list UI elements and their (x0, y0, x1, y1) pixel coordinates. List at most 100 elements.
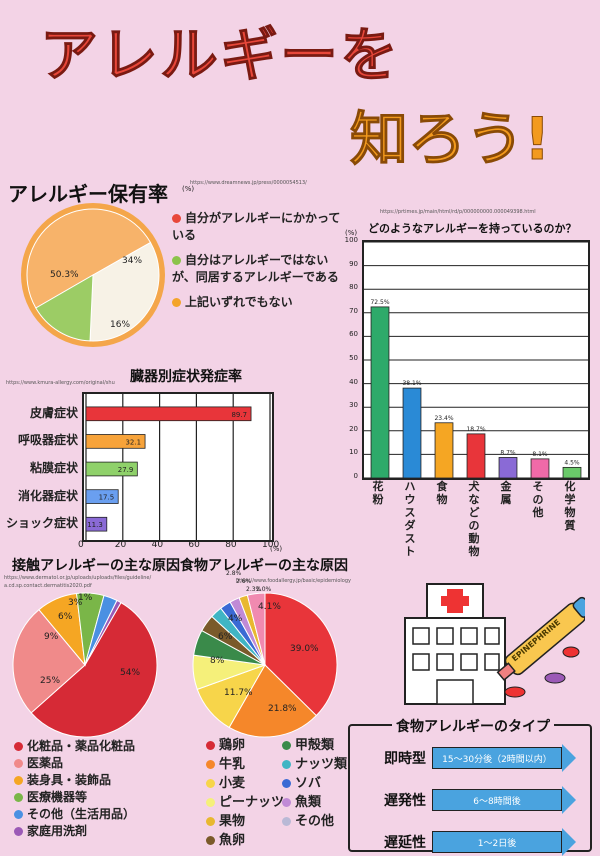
prevalence-legend-label-2: 上記いずれでもない (185, 295, 293, 309)
types-tick-1: 10 (349, 448, 358, 457)
prevalence-legend-dot-1 (172, 256, 181, 265)
food-slice-label-9: 2.0% (256, 586, 272, 593)
organ-tick-3: 60 (188, 540, 200, 550)
foodtypes-row-label-1: 遅発性 (384, 793, 426, 809)
food-legend-label-1: 牛乳 (219, 757, 246, 772)
foodtypes-row-value-1: 6〜8時間後 (432, 789, 562, 811)
types-category-5: その他 (532, 480, 544, 519)
types-tick-8: 80 (349, 283, 358, 292)
prevalence-heading: アレルギー保有率 (8, 182, 168, 206)
types-unit: (%) (345, 229, 358, 237)
food-legend-dot-7 (282, 760, 291, 769)
prevalence-slice-label-2: 16% (110, 320, 131, 330)
food-url: https://www.foodallergy.jp/basic/epidemi… (236, 578, 351, 584)
types-url: https://prtimes.jp/main/html/rd/p/000000… (380, 209, 536, 215)
food-legend-left: 鶏卵 牛乳 小麦 ピーナッツ 果物 魚卵 (206, 736, 284, 850)
organ-value-label-4: 11.3 (87, 521, 103, 529)
types-bar-3 (466, 433, 486, 479)
prevalence-slice-label-1: 34% (122, 256, 143, 266)
types-value-label-4: 8.7% (500, 449, 516, 456)
pill-icons (504, 646, 580, 698)
prevalence-pie (21, 203, 165, 347)
organ-value-label-3: 17.5 (99, 494, 115, 502)
food-slice-label-1: 21.8% (268, 704, 297, 714)
food-legend-label-3: ピーナッツ (219, 795, 285, 810)
prevalence-legend-label-0: 自分がアレルギーにかかっている (172, 211, 341, 242)
food-legend-dot-10 (282, 817, 291, 826)
prevalence-slice-1 (89, 241, 160, 342)
prevalence-unit: (%) (182, 185, 195, 193)
organ-value-label-2: 27.9 (118, 466, 134, 474)
contact-legend-dot-4 (14, 810, 23, 819)
food-legend-dot-4 (206, 817, 215, 826)
organ-bar-label-3: 消化器症状 (17, 488, 78, 503)
prevalence-legend: 自分がアレルギーにかかっている 自分はアレルギーではないが、同居するアレルギーで… (172, 210, 342, 311)
foodtypes-row-2: 遅延性 1〜2日後 (352, 828, 584, 856)
food-legend-label-5: 魚卵 (219, 833, 246, 848)
organ-heading: 臓器別症状発症率 (130, 369, 242, 385)
contact-pie (12, 592, 158, 738)
food-legend-3: ピーナッツ (206, 793, 284, 812)
contact-legend-1: 医薬品 (14, 755, 135, 772)
types-tick-3: 30 (349, 401, 358, 410)
food-slice-label-2: 11.7% (224, 688, 253, 698)
contact-legend-label-2: 装身具・装飾品 (27, 773, 112, 787)
prevalence-legend-label-1: 自分はアレルギーではないが、同居するアレルギーである (172, 253, 339, 284)
food-legend-label-9: 魚類 (295, 795, 322, 810)
contact-legend-dot-3 (14, 793, 23, 802)
food-slice-label-0: 39.0% (290, 644, 319, 654)
food-legend-label-0: 鶏卵 (219, 738, 246, 753)
contact-legend: 化粧品・薬品化粧品 医薬品 装身具・装飾品 医療機器等 その他（生活用品） 家庭… (14, 738, 135, 840)
contact-legend-dot-0 (14, 742, 23, 751)
foodtypes-heading: 食物アレルギーのタイプ (392, 716, 554, 736)
contact-legend-0: 化粧品・薬品化粧品 (14, 738, 135, 755)
food-pie (192, 592, 338, 738)
food-legend-label-2: 小麦 (219, 776, 246, 791)
types-panel: 72.5% 38.1% 23.4% 18.7% 8.7% 8.1% 4.5% (362, 240, 590, 480)
contact-legend-4: その他（生活用品） (14, 806, 135, 823)
foodtypes-arrow-head-0 (562, 744, 576, 772)
prevalence-legend-dot-0 (172, 214, 181, 223)
contact-slice-label-3: 6% (58, 612, 73, 622)
contact-slice-label-1: 25% (40, 676, 61, 686)
contact-legend-dot-2 (14, 776, 23, 785)
organ-bar-label-1: 呼吸器症状 (17, 433, 78, 448)
types-category-1: ハウスダスト (404, 480, 416, 558)
types-category-6: 化学物質 (564, 480, 576, 532)
food-legend-dot-0 (206, 741, 215, 750)
organ-tick-1: 20 (114, 540, 127, 550)
types-bar-5 (530, 458, 550, 479)
food-legend-10: その他 (282, 812, 347, 831)
organ-unit: (%) (270, 545, 283, 553)
types-heading: どのようなアレルギーを持っているのか？ (368, 222, 577, 235)
organ-bar-label-0: 皮膚症状 (29, 405, 78, 420)
title-line1: アレルギーを (39, 21, 401, 90)
food-legend-label-10: その他 (295, 814, 335, 829)
prevalence-slice-label-0: 50.3% (50, 270, 79, 280)
contact-legend-label-1: 医薬品 (27, 756, 64, 770)
foodtypes-arrow-head-1 (562, 786, 576, 814)
food-legend-dot-8 (282, 779, 291, 788)
food-legend-7: ナッツ類 (282, 755, 347, 774)
food-legend-6: 甲殻類 (282, 736, 347, 755)
types-bar-4 (498, 457, 518, 479)
contact-slice-0 (30, 601, 158, 738)
food-slice-label-3: 8% (210, 656, 225, 666)
organ-chart: 89.7 32.1 27.9 17.5 11.3 (85, 394, 271, 540)
food-slice-label-5: 4% (228, 614, 243, 624)
foodtypes-row-1: 遅発性 6〜8時間後 (352, 786, 584, 814)
foodtypes-rows: 即時型 15〜30分後（2時間以内） 遅発性 6〜8時間後 遅延性 1〜2日後 (352, 744, 584, 856)
organ-bar-0 (85, 406, 252, 422)
organ-tick-0: 0 (78, 540, 84, 550)
types-category-0: 花粉 (372, 480, 384, 506)
foodtypes-row-0: 即時型 15〜30分後（2時間以内） (352, 744, 584, 772)
food-legend-5: 魚卵 (206, 831, 284, 850)
food-legend-4: 果物 (206, 812, 284, 831)
food-legend-dot-1 (206, 760, 215, 769)
food-slice-1 (228, 664, 317, 738)
food-slice-label-7: 2.6% (236, 578, 252, 585)
prevalence-slice-2 (35, 274, 94, 342)
types-bar-1 (402, 387, 422, 479)
organ-bar-4 (85, 516, 108, 532)
foodtypes-row-value-0: 15〜30分後（2時間以内） (432, 747, 562, 769)
